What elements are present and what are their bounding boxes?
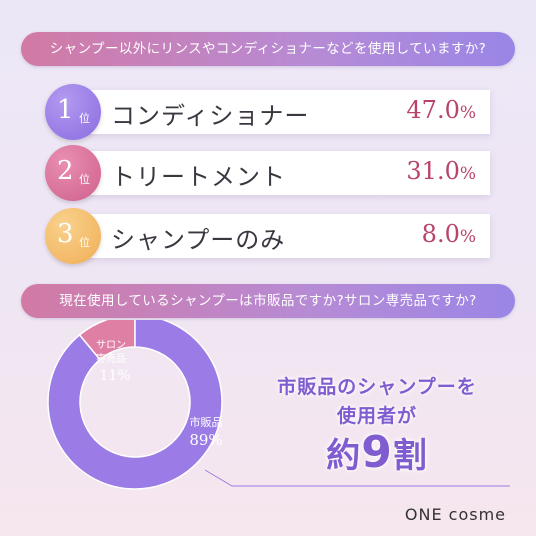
- rank-suffix: 位: [79, 112, 90, 125]
- rank-suffix: 位: [79, 173, 90, 186]
- ranking-value-unit: %: [459, 103, 476, 123]
- ranking-value: 8.0%: [422, 220, 476, 248]
- headline-suffix: 割: [392, 436, 428, 476]
- donut-value-retail: 89%: [189, 431, 222, 449]
- ranking-row-2: トリートメント 31.0%: [58, 151, 490, 195]
- headline-line-2: 使用者が: [336, 405, 417, 427]
- headline-prefix: 約: [326, 436, 362, 476]
- ranking-row-3: シャンプーのみ 8.0%: [58, 214, 490, 258]
- ranking-value-number: 47.0: [406, 96, 460, 124]
- ranking-value: 31.0%: [406, 157, 476, 185]
- headline-number: 9: [361, 427, 393, 478]
- ranking-value-unit: %: [459, 227, 476, 247]
- ranking-label: シャンプーのみ: [111, 226, 286, 254]
- question-banner-2: 現在使用しているシャンプーは市販品ですか?サロン専売品ですか?: [21, 284, 515, 318]
- brand-logo: ONE cosme: [404, 505, 506, 524]
- ranking-label: コンディショナー: [111, 102, 310, 130]
- rank-number: 1: [57, 95, 74, 125]
- rank-badge-3: 3 位: [45, 208, 101, 264]
- donut-slice-retail: [47, 320, 223, 490]
- ranking-value: 47.0%: [406, 96, 476, 124]
- connector-line: [204, 469, 510, 487]
- ranking-label: トリートメント: [111, 163, 286, 191]
- ranking-value-number: 31.0: [406, 157, 460, 185]
- ranking-row-1: コンディショナー 47.0%: [58, 90, 490, 134]
- ranking-value-unit: %: [459, 164, 476, 184]
- donut-chart: 市販品 89% サロン専売品 11%: [47, 320, 510, 490]
- rank-number: 2: [57, 156, 74, 186]
- ranking-value-number: 8.0: [421, 220, 460, 248]
- donut-label-salon-1: サロン: [96, 339, 126, 351]
- question-banner-1: シャンプー以外にリンスやコンディショナーなどを使用していますか?: [21, 32, 515, 66]
- headline-line-1: 市販品のシャンプーを: [277, 376, 477, 398]
- rank-badge-1: 1 位: [45, 84, 101, 140]
- donut-value-salon: 11%: [99, 368, 130, 384]
- rank-badge-2: 2 位: [45, 145, 101, 201]
- donut-label-retail: 市販品: [190, 415, 223, 429]
- donut-label-salon-2: 専売品: [96, 352, 126, 365]
- headline-line-3: 約9割: [246, 427, 508, 478]
- rank-number: 3: [57, 219, 74, 249]
- rank-suffix: 位: [79, 236, 90, 249]
